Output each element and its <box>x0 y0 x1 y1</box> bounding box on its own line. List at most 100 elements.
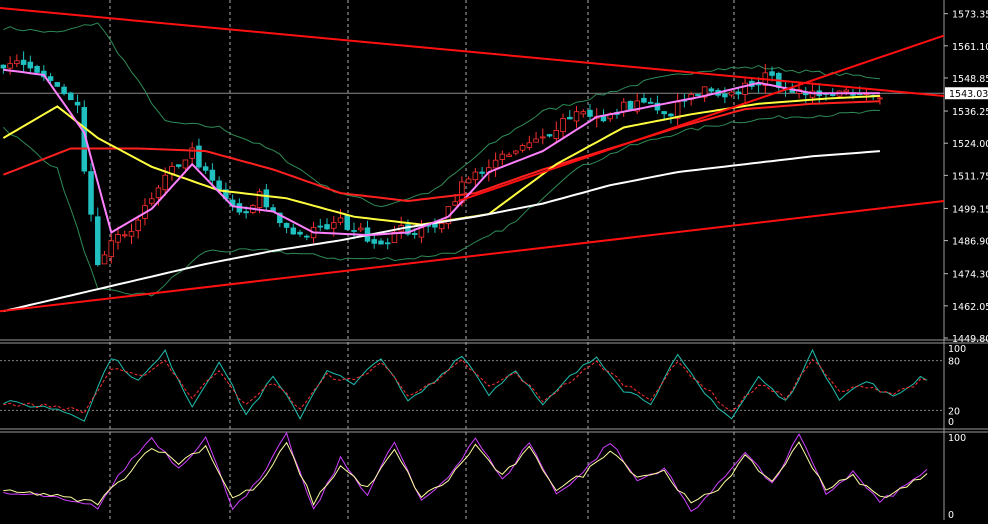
candle-up <box>438 222 445 230</box>
candle-down <box>695 94 701 96</box>
oscillator-1-tick-label: 100 <box>948 344 966 355</box>
candle-up <box>634 100 640 112</box>
candle-down <box>344 215 351 230</box>
candle-up <box>135 219 141 232</box>
trendline-2 <box>0 199 945 313</box>
candle-down <box>317 225 324 228</box>
candle-down <box>95 216 101 266</box>
price-tick-label: 1573.35 <box>952 10 988 21</box>
candle-down <box>61 86 67 95</box>
candle-up <box>115 234 121 243</box>
candle-up <box>331 222 337 229</box>
candle-up <box>499 153 506 160</box>
candle-down <box>661 111 667 115</box>
candle-up <box>337 217 344 223</box>
candle-up <box>533 138 539 143</box>
price-tick-label: 1536.25 <box>952 107 988 118</box>
candle-up <box>492 159 499 169</box>
candle-up <box>526 142 533 148</box>
candle-up <box>391 231 398 244</box>
candle-down <box>351 230 357 232</box>
candle-down <box>371 239 377 244</box>
candle-up <box>108 240 115 258</box>
candle-up <box>573 111 580 122</box>
candle-up <box>877 97 883 100</box>
candle-down <box>34 65 40 73</box>
oscillator-1-tick-label: 20 <box>948 406 960 417</box>
candle-down <box>324 224 330 230</box>
candle-up <box>189 147 195 159</box>
candle-up <box>418 227 425 238</box>
candle-up <box>452 201 458 206</box>
candle-up <box>357 227 364 231</box>
price-tick-label: 1474.30 <box>952 270 988 281</box>
candle-down <box>88 171 94 215</box>
price-tick-label: 1486.90 <box>952 237 988 248</box>
candle-down <box>587 109 593 117</box>
price-tick-label: 1561.10 <box>952 42 988 53</box>
candle-down <box>627 100 634 110</box>
candle-down <box>175 164 182 167</box>
oscillator-2-tick-label: 0 <box>948 510 954 520</box>
candle-down <box>54 82 61 87</box>
candle-down <box>829 94 836 97</box>
candle-up <box>182 159 189 169</box>
candle-up <box>513 150 519 154</box>
candle-up <box>540 136 546 139</box>
oscillator-1-series-2 <box>3 358 928 414</box>
candle-down <box>0 64 7 69</box>
candle-up <box>728 91 735 96</box>
candle-up <box>14 60 20 65</box>
candle-up <box>472 171 479 181</box>
candle-down <box>27 61 34 69</box>
candle-up <box>843 89 849 93</box>
bollinger-upper-band <box>3 22 880 208</box>
price-tick-label: 1462.05 <box>952 302 988 313</box>
price-tick-label: 1511.75 <box>952 171 988 182</box>
trendline-1 <box>0 7 945 97</box>
candle-up <box>155 187 162 199</box>
candle-down <box>769 71 775 76</box>
candle-down <box>74 101 81 106</box>
candle-down <box>654 102 661 111</box>
candle-down <box>263 189 270 208</box>
candle-down <box>297 231 303 235</box>
current-price-label: 1543.03 <box>949 89 988 100</box>
candle-up <box>7 63 13 69</box>
candle-up <box>701 86 708 98</box>
price-tick-label: 1449.80 <box>952 334 988 345</box>
candle-up <box>580 111 587 115</box>
candle-down <box>243 211 249 214</box>
candle-up <box>101 254 108 265</box>
current-price-badge <box>945 87 988 100</box>
candle-down <box>304 235 310 238</box>
candle-down <box>647 101 654 104</box>
candle-down <box>202 166 209 171</box>
oscillator-2-series-2 <box>3 441 928 506</box>
candle-down <box>735 91 742 95</box>
candle-down <box>641 97 647 103</box>
candle-down <box>384 242 391 245</box>
oscillator-2-tick-label: 100 <box>948 433 966 444</box>
candle-down <box>47 76 54 81</box>
candle-down <box>20 59 27 65</box>
candle-up <box>506 154 512 157</box>
oscillator-1-series-1 <box>3 348 928 422</box>
candle-up <box>742 82 748 95</box>
candle-down <box>209 169 216 181</box>
candle-down <box>405 224 411 235</box>
candle-down <box>290 227 297 235</box>
moving-average-4 <box>3 68 880 237</box>
candle-down <box>411 233 418 236</box>
oscillator-1-tick-label: 0 <box>948 417 954 428</box>
candle-up <box>128 231 135 237</box>
price-tick-label: 1524.00 <box>952 139 988 150</box>
candle-down <box>378 240 384 245</box>
candle-down <box>68 92 74 101</box>
candle-up <box>121 234 128 237</box>
candle-down <box>196 145 202 168</box>
candle-down <box>283 222 290 228</box>
price-tick-label: 1499.15 <box>952 204 988 215</box>
